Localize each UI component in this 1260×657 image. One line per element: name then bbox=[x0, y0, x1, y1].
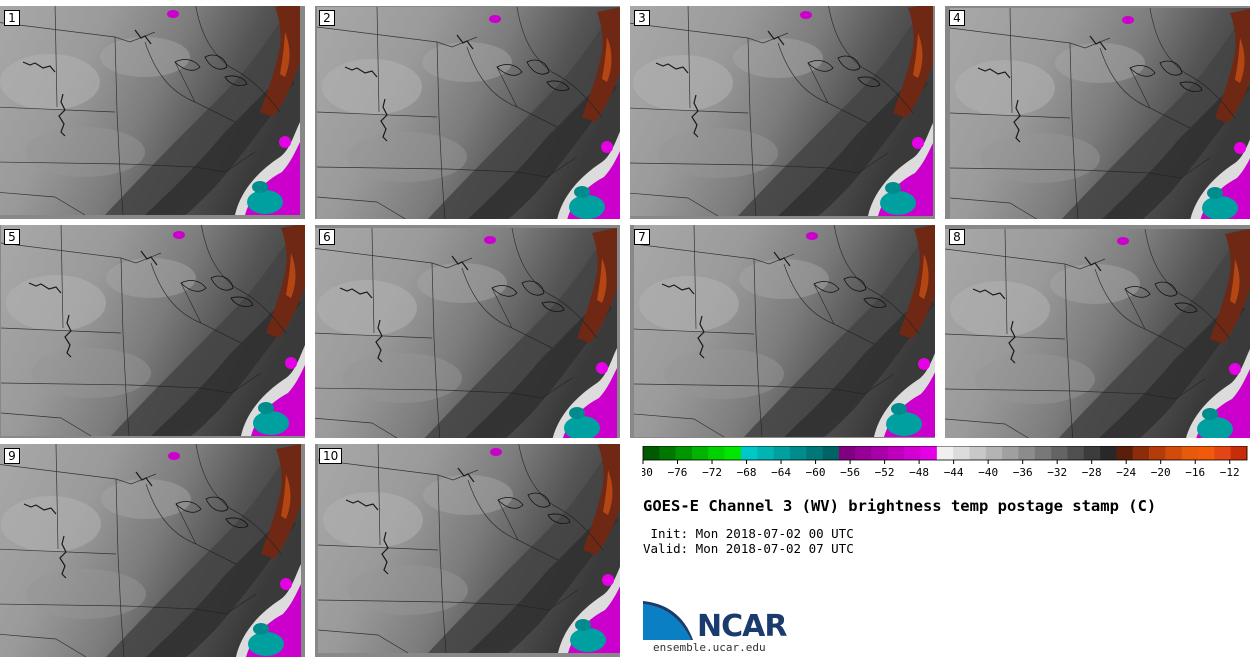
brightness-temp-map bbox=[945, 228, 1250, 438]
colorbar-swatch bbox=[1116, 446, 1134, 460]
colorbar-swatch bbox=[1165, 446, 1183, 460]
colorbar-tick-label: −80 bbox=[642, 466, 653, 479]
brightness-temp-map bbox=[0, 444, 302, 657]
colorbar-swatch bbox=[740, 446, 758, 460]
colorbar-tick-label: −52 bbox=[875, 466, 895, 479]
colorbar-swatch bbox=[724, 446, 742, 460]
panel-number-label: 9 bbox=[4, 448, 20, 464]
panel-number-label: 6 bbox=[319, 229, 335, 245]
colorbar-swatch bbox=[838, 446, 856, 460]
colorbar-swatch bbox=[887, 446, 905, 460]
panel-number-label: 3 bbox=[634, 10, 650, 26]
colorbar-tick-label: −72 bbox=[702, 466, 722, 479]
colorbar-swatch bbox=[1149, 446, 1166, 460]
colorbar-swatch bbox=[1018, 446, 1036, 460]
colorbar-swatch bbox=[871, 446, 889, 460]
colorbar-swatch bbox=[855, 446, 872, 460]
ensemble-member-panel: 4 bbox=[945, 6, 1250, 219]
colorbar-tick-label: −68 bbox=[737, 466, 757, 479]
colorbar-swatch bbox=[1198, 446, 1215, 460]
colorbar-swatch bbox=[659, 446, 676, 460]
colorbar-swatch bbox=[1214, 446, 1231, 460]
colorbar-swatch bbox=[1002, 446, 1019, 460]
colorbar-frame bbox=[642, 446, 1248, 461]
ensemble-member-panel: 9 bbox=[0, 444, 305, 657]
panel-number-label: 10 bbox=[319, 448, 343, 464]
colorbar-tick-label: −44 bbox=[944, 466, 964, 479]
ncar-logo-text: NCAR bbox=[697, 609, 787, 644]
brightness-temp-map bbox=[317, 444, 620, 654]
colorbar-tick-label: −48 bbox=[909, 466, 929, 479]
panel-number-label: 7 bbox=[634, 229, 650, 245]
colorbar-swatch bbox=[904, 446, 921, 460]
ensemble-member-panel: 3 bbox=[630, 6, 935, 219]
colorbar: −80 −76 −72 −68 −64 −60 −56 −52 −48 −44 −40 −36 −32 −… bbox=[642, 446, 1248, 479]
brightness-temp-map bbox=[315, 227, 618, 438]
colorbar-swatch bbox=[985, 446, 1003, 460]
brightness-temp-map bbox=[0, 225, 305, 437]
colorbar-swatch bbox=[936, 446, 954, 460]
colorbar-swatch bbox=[757, 446, 774, 460]
site-url: ensemble.ucar.edu bbox=[653, 641, 766, 654]
panel-number-label: 4 bbox=[949, 10, 965, 26]
ncar-logo-icon bbox=[643, 601, 693, 640]
ensemble-member-panel: 8 bbox=[945, 225, 1250, 438]
colorbar-swatch bbox=[1067, 446, 1085, 460]
colorbar-swatch bbox=[643, 446, 660, 460]
panel-number-label: 5 bbox=[4, 229, 20, 245]
ensemble-member-panel: 1 bbox=[0, 6, 305, 219]
colorbar-tick-label: −24 bbox=[1116, 466, 1136, 479]
colorbar-swatch bbox=[920, 446, 938, 460]
ensemble-member-panel: 6 bbox=[315, 225, 620, 438]
brightness-temp-map bbox=[0, 6, 301, 216]
colorbar-swatch bbox=[1132, 446, 1150, 460]
panel-number-label: 2 bbox=[319, 10, 335, 26]
ensemble-member-panel: 7 bbox=[630, 225, 935, 438]
colorbar-swatch bbox=[1051, 446, 1068, 460]
colorbar-tick-label: −76 bbox=[668, 466, 688, 479]
colorbar-swatch bbox=[1100, 446, 1117, 460]
colorbar-swatch bbox=[953, 446, 970, 460]
colorbar-tick-label: −12 bbox=[1220, 466, 1240, 479]
colorbar-swatch bbox=[675, 446, 693, 460]
colorbar-tick-label: −40 bbox=[978, 466, 998, 479]
colorbar-tick-label: −60 bbox=[806, 466, 826, 479]
valid-time: Valid: Mon 2018-07-02 07 UTC bbox=[643, 541, 854, 556]
brightness-temp-map bbox=[630, 6, 934, 217]
figure-title: GOES-E Channel 3 (WV) brightness temp po… bbox=[643, 497, 1157, 515]
colorbar-swatch bbox=[1230, 446, 1248, 460]
colorbar-swatch bbox=[822, 446, 840, 460]
colorbar-tick-label: −56 bbox=[840, 466, 860, 479]
colorbar-tick-label: −36 bbox=[1013, 466, 1033, 479]
colorbar-tick-label: −64 bbox=[771, 466, 791, 479]
brightness-temp-map bbox=[949, 7, 1250, 219]
colorbar-swatch bbox=[708, 446, 725, 460]
colorbar-tick-label: −28 bbox=[1082, 466, 1102, 479]
ensemble-member-panel: 2 bbox=[315, 6, 620, 219]
colorbar-swatch bbox=[1034, 446, 1052, 460]
panel-number-label: 1 bbox=[4, 10, 20, 26]
colorbar-tick-label: −20 bbox=[1151, 466, 1171, 479]
ensemble-member-panel: 5 bbox=[0, 225, 305, 438]
colorbar-swatch bbox=[773, 446, 791, 460]
ensemble-member-panel: 10 bbox=[315, 444, 620, 657]
colorbar-tick-label: −16 bbox=[1185, 466, 1205, 479]
colorbar-swatch bbox=[691, 446, 709, 460]
colorbar-swatch bbox=[806, 446, 823, 460]
init-time: Init: Mon 2018-07-02 00 UTC bbox=[643, 526, 854, 541]
panel-number-label: 8 bbox=[949, 229, 965, 245]
brightness-temp-map bbox=[633, 225, 935, 438]
colorbar-swatch bbox=[1181, 446, 1199, 460]
colorbar-tick-label: −32 bbox=[1047, 466, 1067, 479]
brightness-temp-map bbox=[316, 6, 620, 219]
colorbar-swatch bbox=[789, 446, 807, 460]
colorbar-swatch bbox=[969, 446, 987, 460]
colorbar-swatch bbox=[1083, 446, 1101, 460]
